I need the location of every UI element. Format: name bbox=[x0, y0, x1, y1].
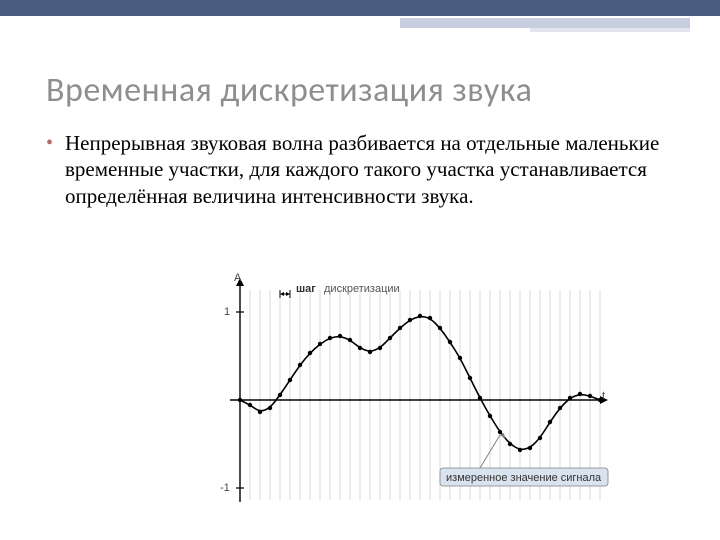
y-axis-label: A bbox=[234, 272, 241, 284]
x-axis-label: t bbox=[602, 390, 605, 402]
bullet-dot-icon: • bbox=[46, 130, 53, 156]
body-text: Непрерывная звуковая волна разбивается н… bbox=[65, 130, 674, 209]
svg-text:шаг: шаг bbox=[296, 283, 316, 295]
bullet-item: • Непрерывная звуковая волна разбивается… bbox=[46, 130, 674, 209]
page-title: Временная дискретизация звука bbox=[46, 70, 532, 111]
body-text-block: • Непрерывная звуковая волна разбивается… bbox=[46, 130, 674, 209]
header-accent-2 bbox=[530, 28, 690, 32]
header-accent bbox=[400, 18, 690, 28]
y-tick-1: 1 bbox=[224, 306, 230, 318]
discretization-chart: шаг дискретизации измеренное значение сигн… bbox=[210, 270, 610, 520]
slide: Временная дискретизация звука • Непрерыв… bbox=[0, 0, 720, 540]
svg-text:измеренное значение сигнала: измеренное значение сигнала bbox=[446, 472, 602, 484]
header-stripe bbox=[0, 0, 720, 18]
chart-svg: шаг дискретизации измеренное значение сигн… bbox=[210, 270, 610, 520]
svg-text:дискретизации: дискретизации bbox=[324, 283, 400, 295]
y-tick-minus-1: -1 bbox=[220, 482, 230, 494]
